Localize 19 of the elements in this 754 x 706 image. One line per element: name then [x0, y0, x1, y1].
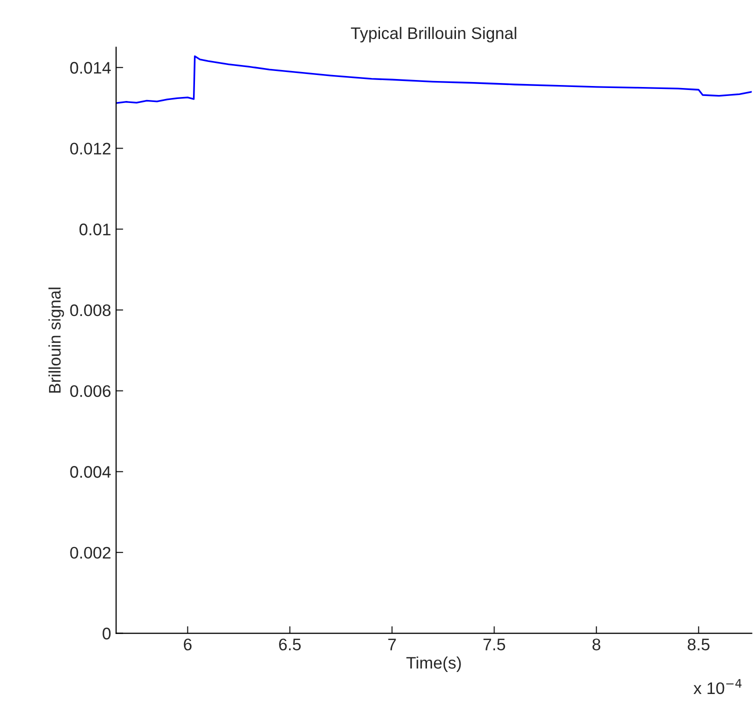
text: x 10$^{−4}$	[694, 679, 742, 694]
y-tick-label: 0.01	[79, 224, 110, 236]
x-tick-label: 6	[184, 638, 192, 650]
x-axis-title: Time(s)	[406, 656, 461, 672]
x-tick-label: 7.5	[483, 638, 506, 650]
x-tick-label: 8	[592, 638, 600, 650]
y-tick-label: 0.014	[70, 62, 111, 74]
line-series	[116, 55, 752, 104]
y-tick-label: 0.008	[70, 304, 111, 316]
x-tick-label: 7	[388, 638, 396, 650]
x-tick-label: 8.5	[688, 638, 710, 650]
y-tick-label: 0.004	[70, 466, 111, 478]
chart-title: Typical Brillouin Signal	[350, 26, 516, 42]
y-axis-title: Brillouin signal	[48, 288, 64, 393]
x-tick-label: 6.5	[279, 638, 301, 650]
y-tick-label: 0.006	[70, 385, 111, 398]
y-tick-label: 0	[102, 628, 111, 640]
y-tick-label: 0.002	[70, 546, 110, 559]
y-tick-label: 0.012	[70, 142, 110, 155]
